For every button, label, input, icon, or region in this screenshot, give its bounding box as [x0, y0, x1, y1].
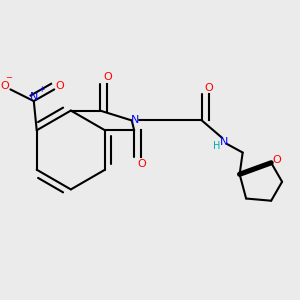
- Text: O: O: [0, 82, 9, 92]
- Text: O: O: [103, 72, 112, 82]
- Text: N: N: [220, 137, 228, 147]
- Text: O: O: [137, 159, 146, 169]
- Text: H: H: [213, 141, 221, 151]
- Text: O: O: [56, 82, 64, 92]
- Text: N: N: [30, 92, 38, 102]
- Text: O: O: [205, 83, 214, 93]
- Text: O: O: [273, 155, 281, 165]
- Text: +: +: [38, 85, 44, 94]
- Text: −: −: [5, 73, 13, 82]
- Text: N: N: [130, 116, 139, 125]
